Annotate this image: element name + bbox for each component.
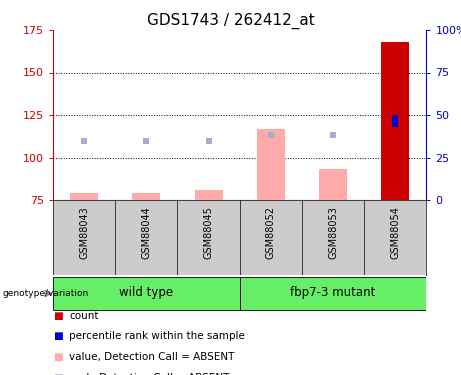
Bar: [240, 277, 426, 310]
Text: GSM88054: GSM88054: [390, 206, 400, 259]
Bar: [381, 42, 409, 200]
Text: percentile rank within the sample: percentile rank within the sample: [69, 332, 245, 341]
Text: GSM88053: GSM88053: [328, 206, 338, 259]
Text: ■: ■: [53, 332, 63, 341]
Bar: [319, 170, 347, 200]
Text: value, Detection Call = ABSENT: value, Detection Call = ABSENT: [69, 352, 235, 362]
Bar: [53, 277, 240, 310]
Bar: [70, 193, 98, 200]
Text: GSM88052: GSM88052: [266, 206, 276, 259]
Text: ■: ■: [53, 352, 63, 362]
Text: count: count: [69, 311, 99, 321]
Bar: [257, 129, 285, 200]
Bar: [132, 193, 160, 200]
Text: ■: ■: [53, 373, 63, 375]
Text: GSM88045: GSM88045: [204, 206, 213, 259]
Text: GDS1743 / 262412_at: GDS1743 / 262412_at: [147, 13, 314, 29]
Text: genotype/variation: genotype/variation: [2, 289, 89, 298]
Bar: [195, 190, 223, 200]
Text: GSM88044: GSM88044: [142, 206, 151, 259]
Text: fbp7-3 mutant: fbp7-3 mutant: [290, 286, 376, 299]
Text: wild type: wild type: [119, 286, 173, 299]
Text: rank, Detection Call = ABSENT: rank, Detection Call = ABSENT: [69, 373, 230, 375]
Text: GSM88043: GSM88043: [79, 206, 89, 259]
Text: ■: ■: [53, 311, 63, 321]
